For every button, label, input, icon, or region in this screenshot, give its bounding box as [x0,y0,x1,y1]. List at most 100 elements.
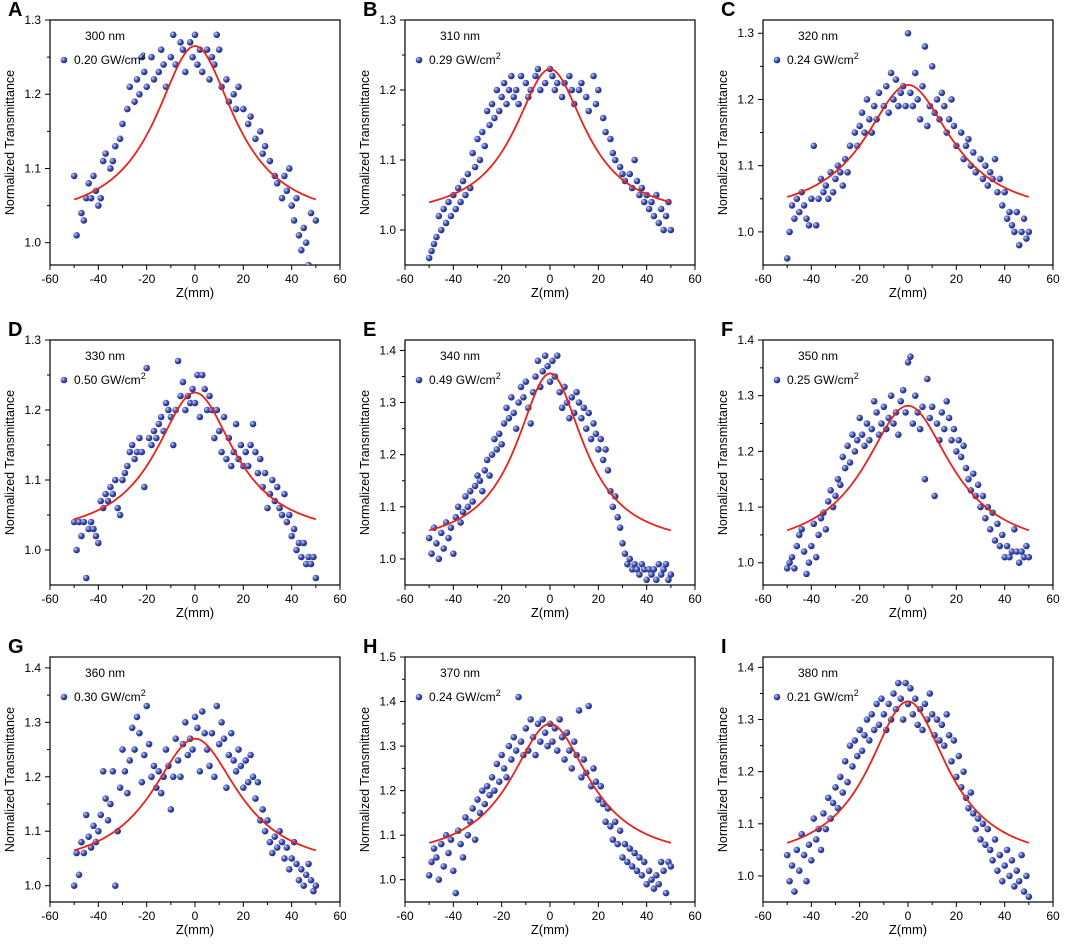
data-point [1006,209,1013,216]
data-point [501,80,508,87]
data-point [847,459,854,466]
data-point [110,768,117,775]
x-tick-label: -20 [851,592,869,606]
data-point [269,850,276,857]
y-tick-label: 1.3 [379,739,396,753]
y-tick-label: 1.3 [24,333,41,347]
x-tick-label: 0 [192,272,199,286]
plot-content [71,32,319,269]
data-point [288,855,295,862]
data-point [477,477,484,484]
data-point [158,790,165,797]
x-tick-label: 40 [998,272,1012,286]
fit-curve [787,701,1029,843]
x-tick-label: -60 [396,272,414,286]
data-point [293,195,300,202]
data-point [107,801,114,808]
data-point [794,847,801,854]
data-point [520,394,527,401]
data-point [90,822,97,829]
data-point [663,213,670,220]
data-point [148,442,155,449]
y-tick-label: 1.0 [379,873,396,887]
data-point [794,195,801,202]
data-point [170,32,177,39]
data-point [614,514,621,521]
data-point [803,215,810,222]
data-point [230,757,237,764]
data-point [602,819,609,826]
data-point [581,756,588,763]
data-point [431,845,438,852]
data-point [460,178,467,185]
data-point [970,149,977,156]
data-point [486,122,493,129]
data-point [542,80,549,87]
legend-marker [61,694,68,701]
data-point [636,571,643,578]
data-point [639,872,646,879]
y-tick-label: 1.1 [379,153,396,167]
data-point [907,685,914,692]
data-point [445,199,452,206]
data-point [1013,867,1020,874]
y-tick-label: 1.3 [737,26,754,40]
data-point [634,868,641,875]
data-point [286,165,293,172]
data-point [634,178,641,185]
data-point [484,108,491,115]
data-point [479,488,486,495]
data-point [837,774,844,781]
y-tick-label: 1.1 [24,824,41,838]
data-point [168,806,175,813]
data-point [428,550,435,557]
legend-intensity: 0.21 GW/cm2 [787,688,859,704]
data-point [1018,229,1025,236]
data-point [293,547,300,554]
data-point [281,855,288,862]
x-tick-label: 60 [333,272,347,286]
data-point [448,213,455,220]
data-point [890,420,897,427]
data-point [631,157,638,164]
data-point [897,695,904,702]
data-point [206,393,213,400]
x-tick-label: -40 [803,909,821,923]
data-point [597,783,604,790]
data-point [194,724,201,731]
data-point [992,836,999,843]
data-point [238,763,245,770]
data-point [303,871,310,878]
data-point [197,768,204,775]
x-tick-label: 20 [237,272,251,286]
data-point [472,164,479,171]
x-tick-label: 40 [285,272,299,286]
data-point [426,255,433,262]
data-point [503,101,510,108]
data-point [182,69,189,76]
data-point [126,757,133,764]
data-point [803,878,810,885]
data-point [440,545,447,552]
data-point [873,701,880,708]
data-point [1006,873,1013,880]
y-axis-title: Normalized Transmittance [716,390,730,535]
legend-marker [774,57,781,64]
data-point [914,721,921,728]
data-point [489,451,496,458]
legend-marker [774,694,781,701]
data-point [252,449,259,456]
x-tick-label: -20 [138,909,156,923]
data-point [291,526,298,533]
data-point [279,512,286,519]
data-point [213,703,220,710]
data-point [242,757,249,764]
data-point [496,431,503,438]
x-tick-label: -40 [445,592,463,606]
data-point [813,554,820,561]
x-tick-label: -40 [803,272,821,286]
data-point [303,239,310,246]
data-point [110,491,117,498]
data-point [549,73,556,80]
data-point [484,783,491,790]
